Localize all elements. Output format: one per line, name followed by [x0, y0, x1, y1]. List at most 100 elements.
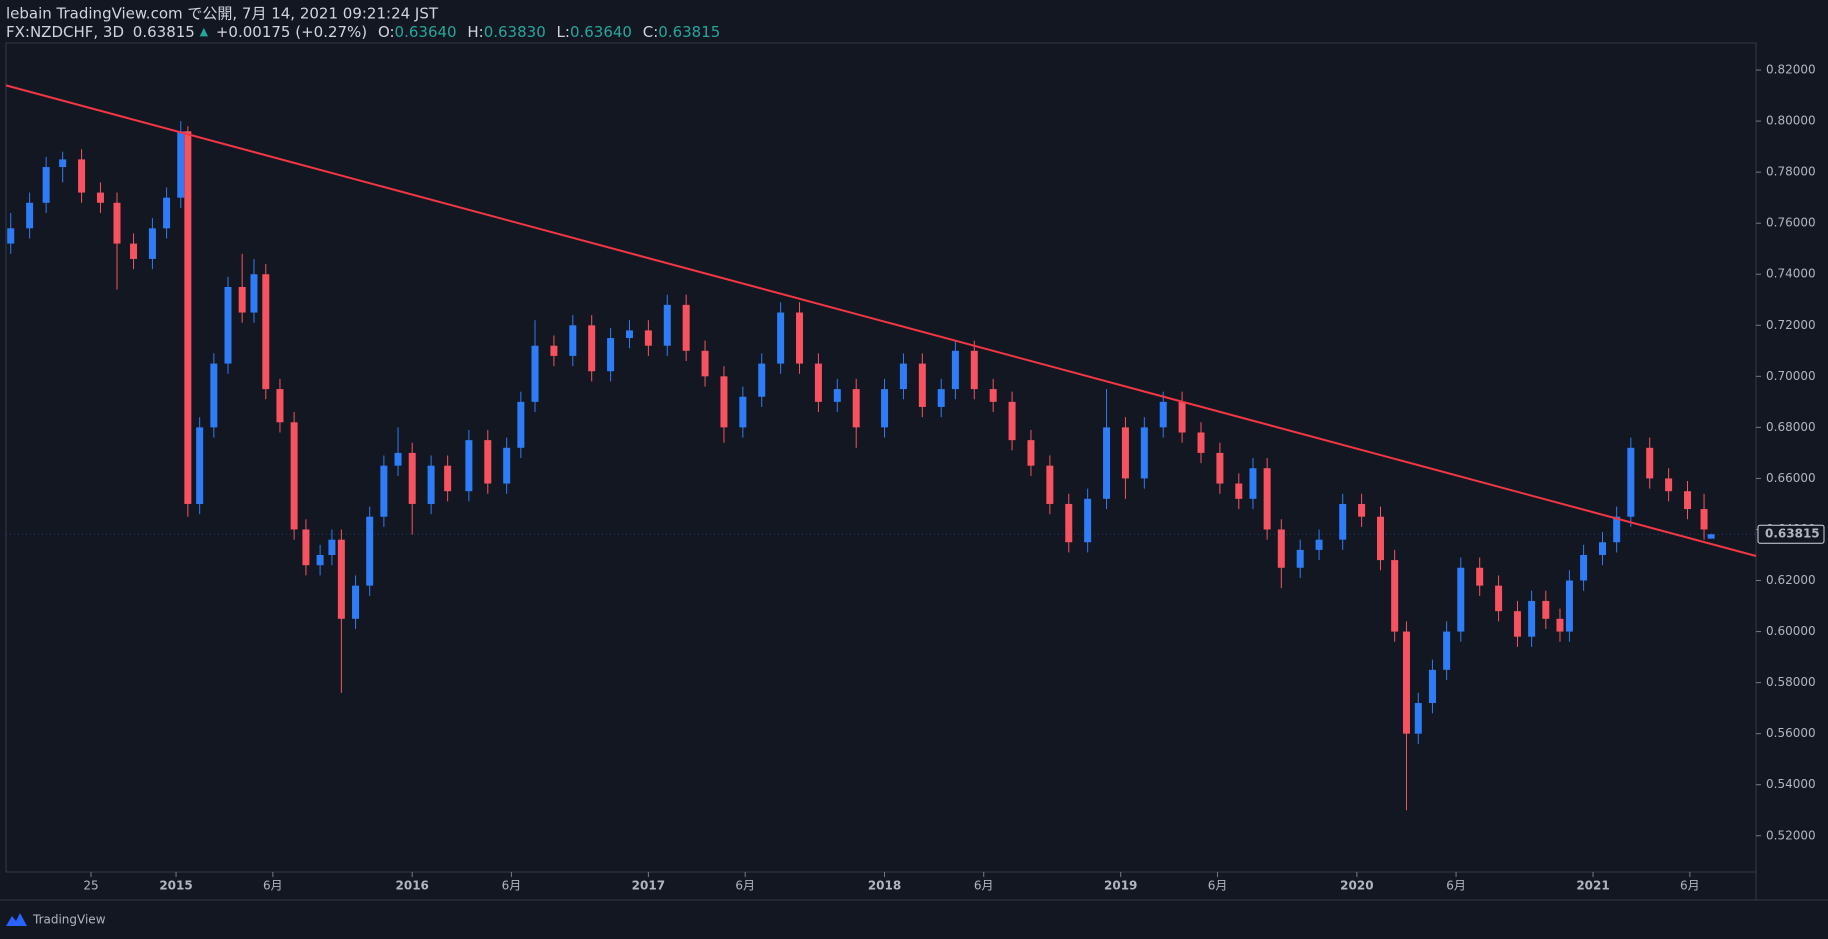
candle-body — [352, 585, 360, 619]
candle-body — [163, 197, 171, 229]
candle-body — [588, 325, 596, 372]
candle-body — [1391, 560, 1399, 632]
candle-body — [1121, 427, 1129, 479]
last-price-label: 0.63815 — [1765, 527, 1820, 541]
x-tick-label: 6月 — [1446, 879, 1466, 893]
candle-body — [394, 452, 402, 466]
candle-body — [1235, 483, 1243, 499]
high-value: 0.63830 — [484, 23, 546, 41]
y-tick-label: 0.52000 — [1766, 828, 1816, 842]
candle-body — [970, 350, 978, 390]
x-tick-label: 2016 — [396, 879, 429, 893]
candle-body — [26, 202, 34, 229]
y-tick-label: 0.80000 — [1766, 114, 1816, 128]
candle-body — [1046, 465, 1054, 504]
y-tick-label: 0.60000 — [1766, 624, 1816, 638]
candle-body — [238, 287, 246, 313]
candle-body — [1065, 503, 1073, 543]
candle-body — [380, 465, 388, 517]
candle-body — [814, 363, 822, 402]
candle-body — [777, 312, 785, 364]
candle-body — [1598, 542, 1606, 555]
candle-body — [484, 440, 492, 484]
candle-body — [1646, 447, 1654, 479]
candle-body — [833, 389, 841, 402]
candle-body — [503, 447, 511, 484]
candle-body — [1565, 580, 1573, 632]
x-tick-label: 6月 — [735, 879, 755, 893]
x-tick-label: 2018 — [868, 879, 901, 893]
close-label: C: — [643, 23, 659, 41]
candle-body — [1542, 600, 1550, 619]
candle-body — [607, 338, 615, 372]
last-price-box — [1757, 524, 1825, 544]
last-price: 0.63815 — [133, 23, 195, 41]
symbol: FX:NZDCHF, 3D — [6, 23, 124, 41]
candle-body — [517, 401, 525, 448]
x-tick-label: 2021 — [1576, 879, 1609, 893]
candle-body — [196, 427, 204, 504]
candle-body — [177, 131, 185, 198]
candle-body — [1457, 567, 1465, 632]
y-tick-label: 0.66000 — [1766, 471, 1816, 485]
candles — [7, 121, 1715, 811]
publish-info: lebain TradingView.com で公開, 7月 14, 2021 … — [6, 5, 439, 23]
candle-body — [1315, 539, 1323, 550]
y-tick-label: 0.72000 — [1766, 318, 1816, 332]
candle-body — [184, 131, 192, 504]
symbol-line: FX:NZDCHF, 3D 0.63815 ▲ +0.00175 (+0.27%… — [6, 23, 720, 41]
candle-body — [96, 192, 104, 203]
candle-body — [1216, 452, 1224, 484]
candle-body — [1580, 554, 1588, 581]
y-tick-label: 0.82000 — [1766, 63, 1816, 77]
candle-body — [1428, 669, 1436, 704]
candle-body — [739, 396, 747, 428]
y-tick-label: 0.76000 — [1766, 216, 1816, 230]
candle-body — [1495, 585, 1503, 612]
y-tick-label: 0.68000 — [1766, 420, 1816, 434]
y-tick-label: 0.74000 — [1766, 267, 1816, 281]
candle-body — [250, 274, 258, 313]
x-tick-label: 2017 — [632, 879, 665, 893]
candle-body — [1296, 549, 1304, 568]
x-tick-label: 2015 — [159, 879, 192, 893]
candle-body — [682, 304, 690, 351]
candle-body — [1376, 516, 1384, 561]
x-tick-label: 2019 — [1104, 879, 1137, 893]
candle-body — [130, 243, 138, 259]
candle-body — [550, 345, 558, 356]
candle-body — [42, 167, 50, 203]
footer-brand: TradingView — [32, 913, 106, 927]
candle-body — [1358, 503, 1366, 517]
candle-body — [899, 363, 907, 390]
y-tick-label: 0.70000 — [1766, 369, 1816, 383]
x-tick-label: 6月 — [502, 879, 522, 893]
candle-body — [1627, 447, 1635, 517]
candle-body — [1700, 509, 1708, 530]
candle-body — [290, 422, 298, 530]
candle-body — [148, 228, 156, 259]
x-tick-label: 6月 — [1208, 879, 1228, 893]
candle-body — [78, 159, 86, 193]
candle-body — [720, 376, 728, 428]
candle-body — [625, 330, 633, 339]
x-tick-label: 2020 — [1340, 879, 1373, 893]
y-tick-label: 0.78000 — [1766, 165, 1816, 179]
candle-body — [644, 330, 652, 346]
candle-body — [663, 304, 671, 346]
candle-body — [302, 529, 310, 566]
candle-body — [1556, 618, 1564, 632]
open-label: O: — [378, 23, 395, 41]
logo — [6, 913, 27, 926]
x-tick-label: 6月 — [974, 879, 994, 893]
low-label: L: — [557, 23, 570, 41]
candle-body — [427, 465, 435, 504]
candle-body — [1027, 440, 1035, 466]
low-value: 0.63640 — [570, 23, 632, 41]
candle-body — [465, 440, 473, 492]
candle-body — [1159, 401, 1167, 428]
candle-body — [262, 274, 270, 390]
candle-body — [1084, 498, 1092, 543]
